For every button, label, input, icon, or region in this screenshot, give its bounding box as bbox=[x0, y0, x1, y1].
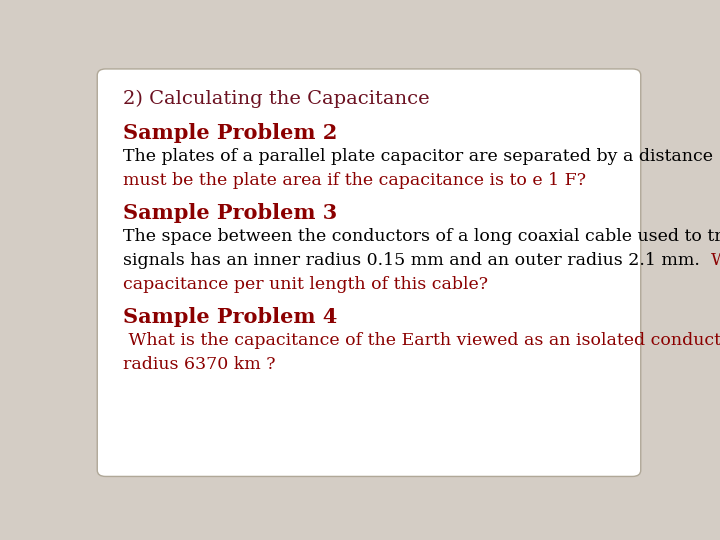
Text: What is the capacitance of the Earth viewed as an isolated conducting sphere of: What is the capacitance of the Earth vie… bbox=[124, 332, 720, 349]
Text: The plates of a parallel plate capacitor are separated by a distance 1 mm.: The plates of a parallel plate capacitor… bbox=[124, 148, 720, 165]
Text: Sample Problem 4: Sample Problem 4 bbox=[124, 307, 338, 327]
Text: radius 6370 km ?: radius 6370 km ? bbox=[124, 356, 276, 373]
Text: The space between the conductors of a long coaxial cable used to transmit TV: The space between the conductors of a lo… bbox=[124, 228, 720, 245]
Text: capacitance per unit length of this cable?: capacitance per unit length of this cabl… bbox=[124, 276, 488, 293]
Text: signals has an inner radius 0.15 mm and an outer radius 2.1 mm.: signals has an inner radius 0.15 mm and … bbox=[124, 252, 711, 269]
Text: must be the plate area if the capacitance is to e 1 F?: must be the plate area if the capacitanc… bbox=[124, 172, 587, 189]
FancyBboxPatch shape bbox=[97, 69, 641, 476]
Text: 2) Calculating the Capacitance: 2) Calculating the Capacitance bbox=[124, 90, 430, 108]
Text: Sample Problem 3: Sample Problem 3 bbox=[124, 203, 338, 223]
Text: Sample Problem 2: Sample Problem 2 bbox=[124, 123, 338, 143]
Text: What is the: What is the bbox=[711, 252, 720, 269]
